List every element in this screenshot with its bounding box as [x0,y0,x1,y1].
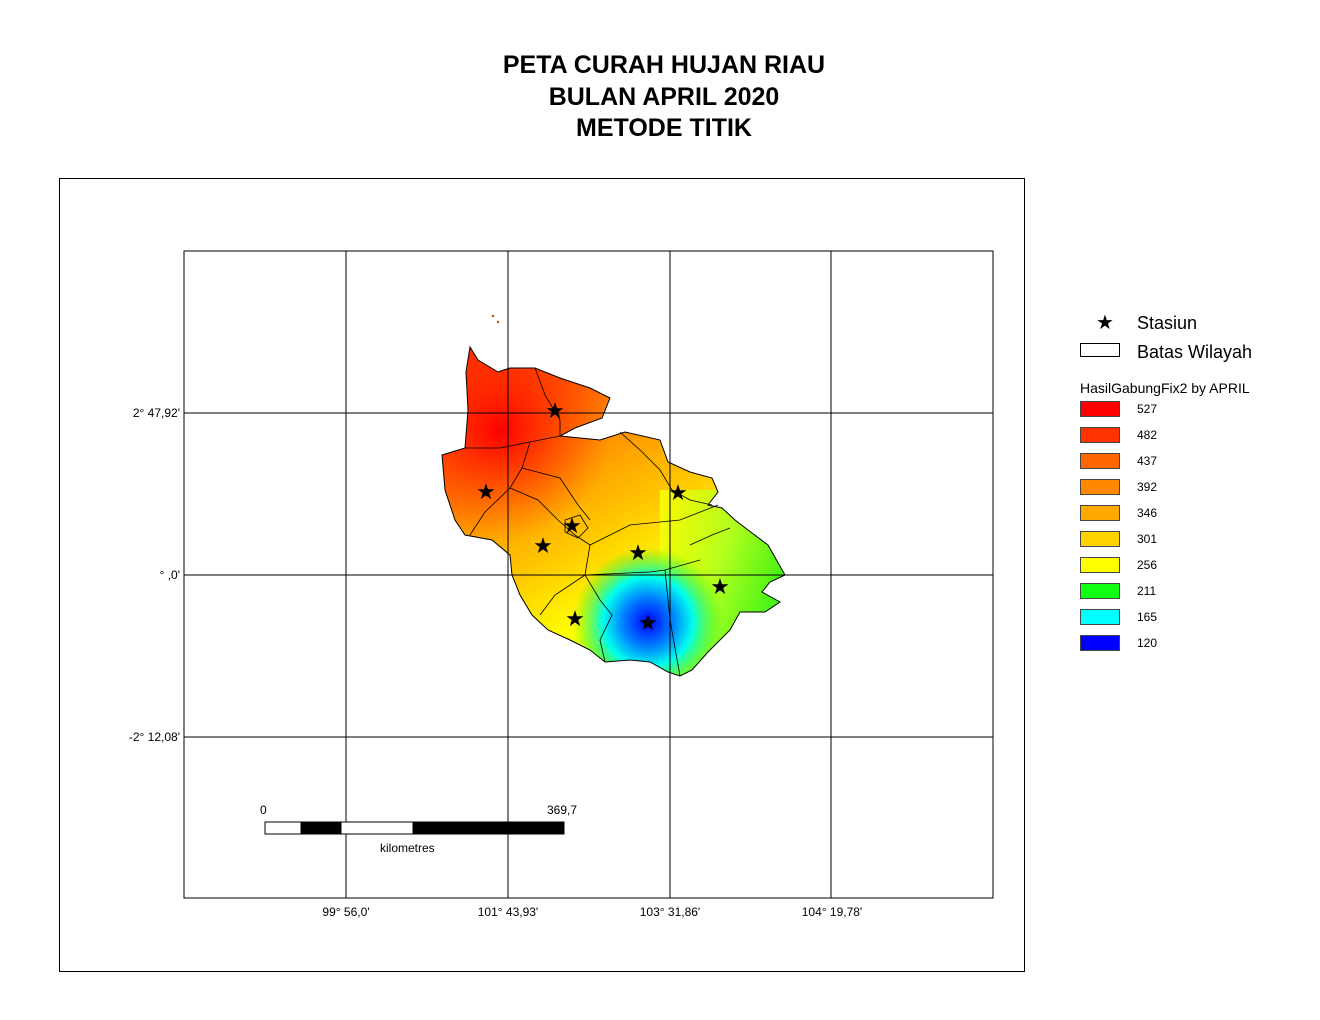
lon-label: 104° 19,78' [801,905,863,919]
boundary-legend-label: Batas Wilayah [1137,342,1253,362]
station-star: ★ [638,611,658,636]
station-star: ★ [668,481,688,506]
lon-label: 103° 31,86' [639,905,701,919]
station-markers: ★ ★ ★ ★ ★ ★ ★ ★ ★ [476,399,730,636]
station-star: ★ [533,534,553,559]
station-star: ★ [565,607,585,632]
station-legend-star-icon: ★ [1096,312,1114,334]
scale-end-label: 369,7 [547,803,578,817]
legend-class-label: 437 [1137,454,1158,468]
scale-bar [264,821,565,835]
legend-class-label: 392 [1137,480,1158,494]
scale-start-label: 0 [260,803,267,817]
lon-label: 101° 43,93' [477,905,539,919]
legend-class-swatch [1080,505,1120,521]
station-star: ★ [562,514,582,539]
boundary-legend-swatch [1080,343,1120,357]
legend-class-swatch [1080,453,1120,469]
legend-class-label: 527 [1137,402,1158,416]
legend-class-swatch [1080,609,1120,625]
lat-label: -2° 12,08' [128,730,180,744]
graticule [184,251,993,898]
legend-class-swatch [1080,401,1120,417]
lon-label: 99° 56,0' [322,905,370,919]
legend-class-label: 346 [1137,506,1158,520]
legend-class-label: 482 [1137,428,1158,442]
legend-class-label: 256 [1137,558,1158,572]
legend-class-swatch [1080,427,1120,443]
map-frame [59,178,1025,972]
station-star: ★ [545,399,565,424]
station-star: ★ [476,480,496,505]
region-outline [441,345,786,677]
legend-class-swatch [1080,583,1120,599]
lat-label: 2° 47,92' [132,406,180,420]
layer-legend-title: HasilGabungFix2 by APRIL [1080,380,1250,396]
legend-class-swatch [1080,479,1120,495]
legend-class-label: 120 [1137,636,1158,650]
station-legend-label: Stasiun [1137,313,1198,333]
scale-unit-label: kilometres [380,841,435,855]
legend-class-swatch [1080,635,1120,651]
map-title-line2: BULAN APRIL 2020 [548,83,780,111]
legend-class-swatch [1080,557,1120,573]
map-title-line3: METODE TITIK [576,114,752,142]
station-star: ★ [628,541,648,566]
islet-marks [491,314,500,324]
legend-class-swatch [1080,531,1120,547]
station-star: ★ [710,575,730,600]
legend-class-label: 211 [1137,584,1157,598]
legend-class-label: 165 [1137,610,1158,624]
map-title-line1: PETA CURAH HUJAN RIAU [502,51,826,79]
lat-label: ° ,0' [159,568,180,582]
legend-class-label: 301 [1137,532,1158,546]
rainfall-surface [442,347,785,676]
